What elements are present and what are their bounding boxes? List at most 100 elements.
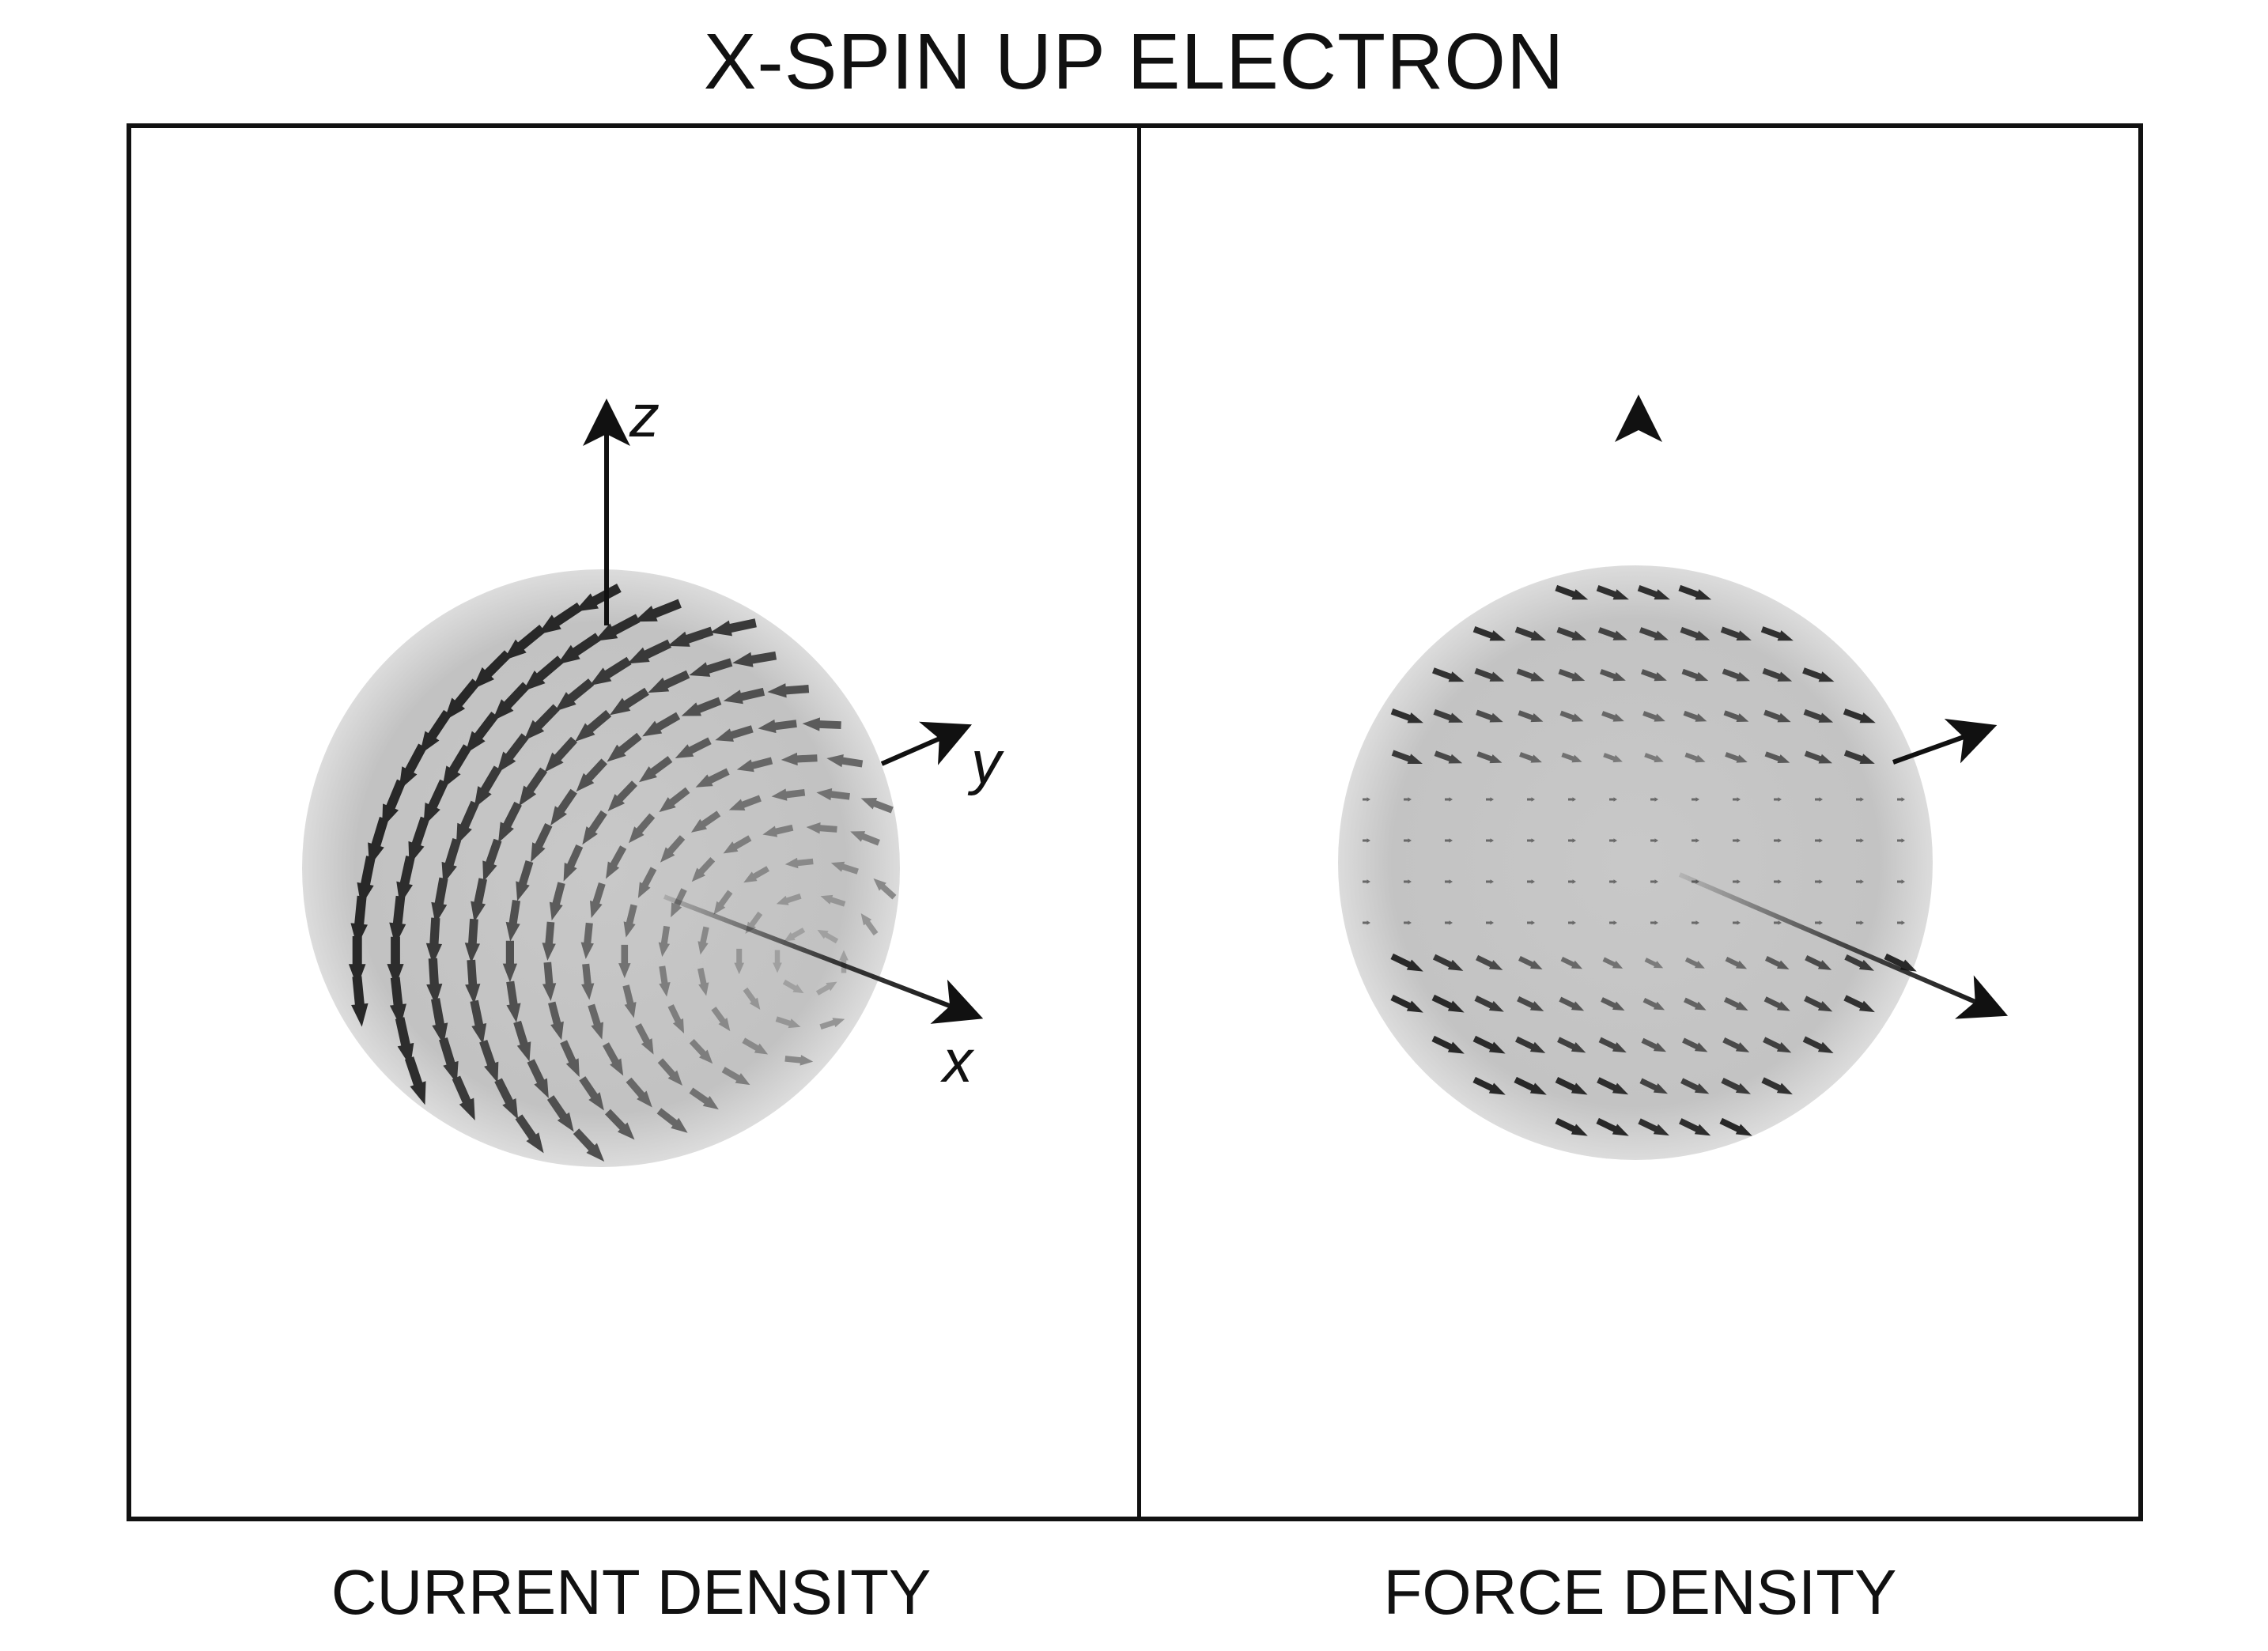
- field-arrow: [820, 894, 846, 907]
- field-arrow: [1760, 626, 1794, 641]
- field-arrow: [550, 788, 577, 826]
- field-arrow: [506, 980, 521, 1023]
- field-arrow: [1803, 708, 1834, 723]
- field-arrow: [465, 712, 499, 754]
- x-axis-arrow: [663, 894, 984, 1024]
- field-arrow: [1486, 879, 1494, 884]
- field-arrow: [498, 801, 522, 844]
- field-arrow: [697, 967, 709, 996]
- field-arrow: [873, 878, 897, 900]
- field-arrow: [1363, 920, 1370, 925]
- field-arrow: [1684, 957, 1705, 969]
- field-arrow: [1404, 920, 1412, 925]
- field-arrow: [1733, 920, 1741, 925]
- field-arrow: [638, 756, 673, 783]
- field-arrow: [609, 687, 649, 716]
- field-arrow: [455, 800, 479, 846]
- force-density-arrow-field: [1363, 584, 1917, 1136]
- field-arrow: [603, 1042, 624, 1076]
- field-arrow: [549, 882, 565, 921]
- field-arrow: [1609, 879, 1617, 884]
- field-arrow: [1733, 838, 1741, 843]
- field-arrow: [1517, 996, 1544, 1011]
- field-arrow: [1681, 668, 1709, 682]
- field-arrow: [1390, 994, 1423, 1013]
- field-arrow: [1856, 838, 1864, 843]
- field-arrow: [607, 780, 637, 812]
- field-arrow: [605, 1109, 635, 1140]
- field-arrow: [1725, 956, 1748, 969]
- field-arrow: [1476, 709, 1503, 723]
- field-arrow: [1815, 879, 1823, 884]
- field-arrow: [1680, 1078, 1710, 1094]
- field-arrow: [1433, 708, 1464, 723]
- field-arrow: [497, 733, 529, 773]
- field-arrow: [1774, 920, 1782, 925]
- field-arrow: [709, 618, 757, 637]
- field-arrow: [579, 1076, 604, 1111]
- field-arrow: [1720, 626, 1752, 641]
- field-arrow: [419, 709, 452, 755]
- field-arrow: [1856, 879, 1864, 884]
- field-arrow: [690, 810, 721, 833]
- field-arrow: [817, 929, 839, 944]
- field-arrow: [471, 878, 488, 923]
- field-arrow: [1445, 879, 1453, 884]
- field-arrow: [1519, 752, 1542, 763]
- field-arrow: [1476, 954, 1503, 970]
- field-arrow: [351, 976, 369, 1027]
- field-arrow: [1431, 1035, 1465, 1054]
- field-arrow: [1733, 797, 1741, 802]
- field-arrow: [1641, 669, 1667, 682]
- field-arrow: [1596, 585, 1629, 600]
- field-arrow: [743, 866, 770, 883]
- field-arrow: [431, 877, 448, 924]
- field-arrow: [1527, 838, 1535, 843]
- field-arrow: [389, 895, 406, 946]
- field-arrow: [1602, 957, 1624, 969]
- field-arrow: [1765, 956, 1790, 970]
- field-arrow: [660, 835, 686, 863]
- field-arrow: [1404, 838, 1412, 843]
- field-arrow: [830, 861, 859, 875]
- field-arrow: [657, 1058, 683, 1086]
- field-arrow: [736, 757, 773, 773]
- field-arrow: [1474, 996, 1504, 1012]
- field-arrow: [1856, 920, 1864, 925]
- field-arrow: [589, 656, 632, 686]
- field-arrow: [1598, 1037, 1627, 1053]
- field-arrow: [1555, 1076, 1588, 1095]
- field-arrow: [1644, 753, 1664, 763]
- field-arrow: [689, 658, 733, 677]
- field-arrow: [642, 712, 681, 737]
- field-arrow: [589, 882, 606, 919]
- field-arrow: [732, 651, 777, 667]
- field-arrow: [626, 1077, 652, 1108]
- field-arrow: [1721, 1077, 1751, 1094]
- field-arrow: [758, 719, 797, 734]
- field-arrow: [1514, 1076, 1547, 1095]
- field-arrow: [1390, 708, 1423, 723]
- field-arrow: [1639, 1078, 1668, 1094]
- field-arrow: [648, 670, 690, 693]
- field-arrow: [691, 856, 716, 882]
- field-arrow: [1692, 797, 1699, 802]
- field-arrow: [479, 1039, 499, 1083]
- field-arrow: [1555, 1117, 1588, 1136]
- force-density-panel: [1338, 395, 2009, 1160]
- field-arrow: [395, 1017, 414, 1067]
- field-arrow: [1802, 667, 1835, 682]
- field-arrow: [588, 1003, 604, 1040]
- field-arrow: [431, 998, 448, 1045]
- field-arrow: [1805, 955, 1832, 970]
- field-arrow: [576, 758, 607, 792]
- field-arrow: [1650, 797, 1658, 802]
- sphere: [302, 569, 900, 1167]
- field-arrow: [1363, 838, 1370, 843]
- field-arrow: [1804, 996, 1833, 1012]
- field-arrow: [806, 822, 837, 834]
- field-arrow: [1596, 1117, 1629, 1136]
- field-arrow: [771, 788, 806, 801]
- field-arrow: [1650, 879, 1658, 884]
- field-arrow: [1650, 838, 1658, 843]
